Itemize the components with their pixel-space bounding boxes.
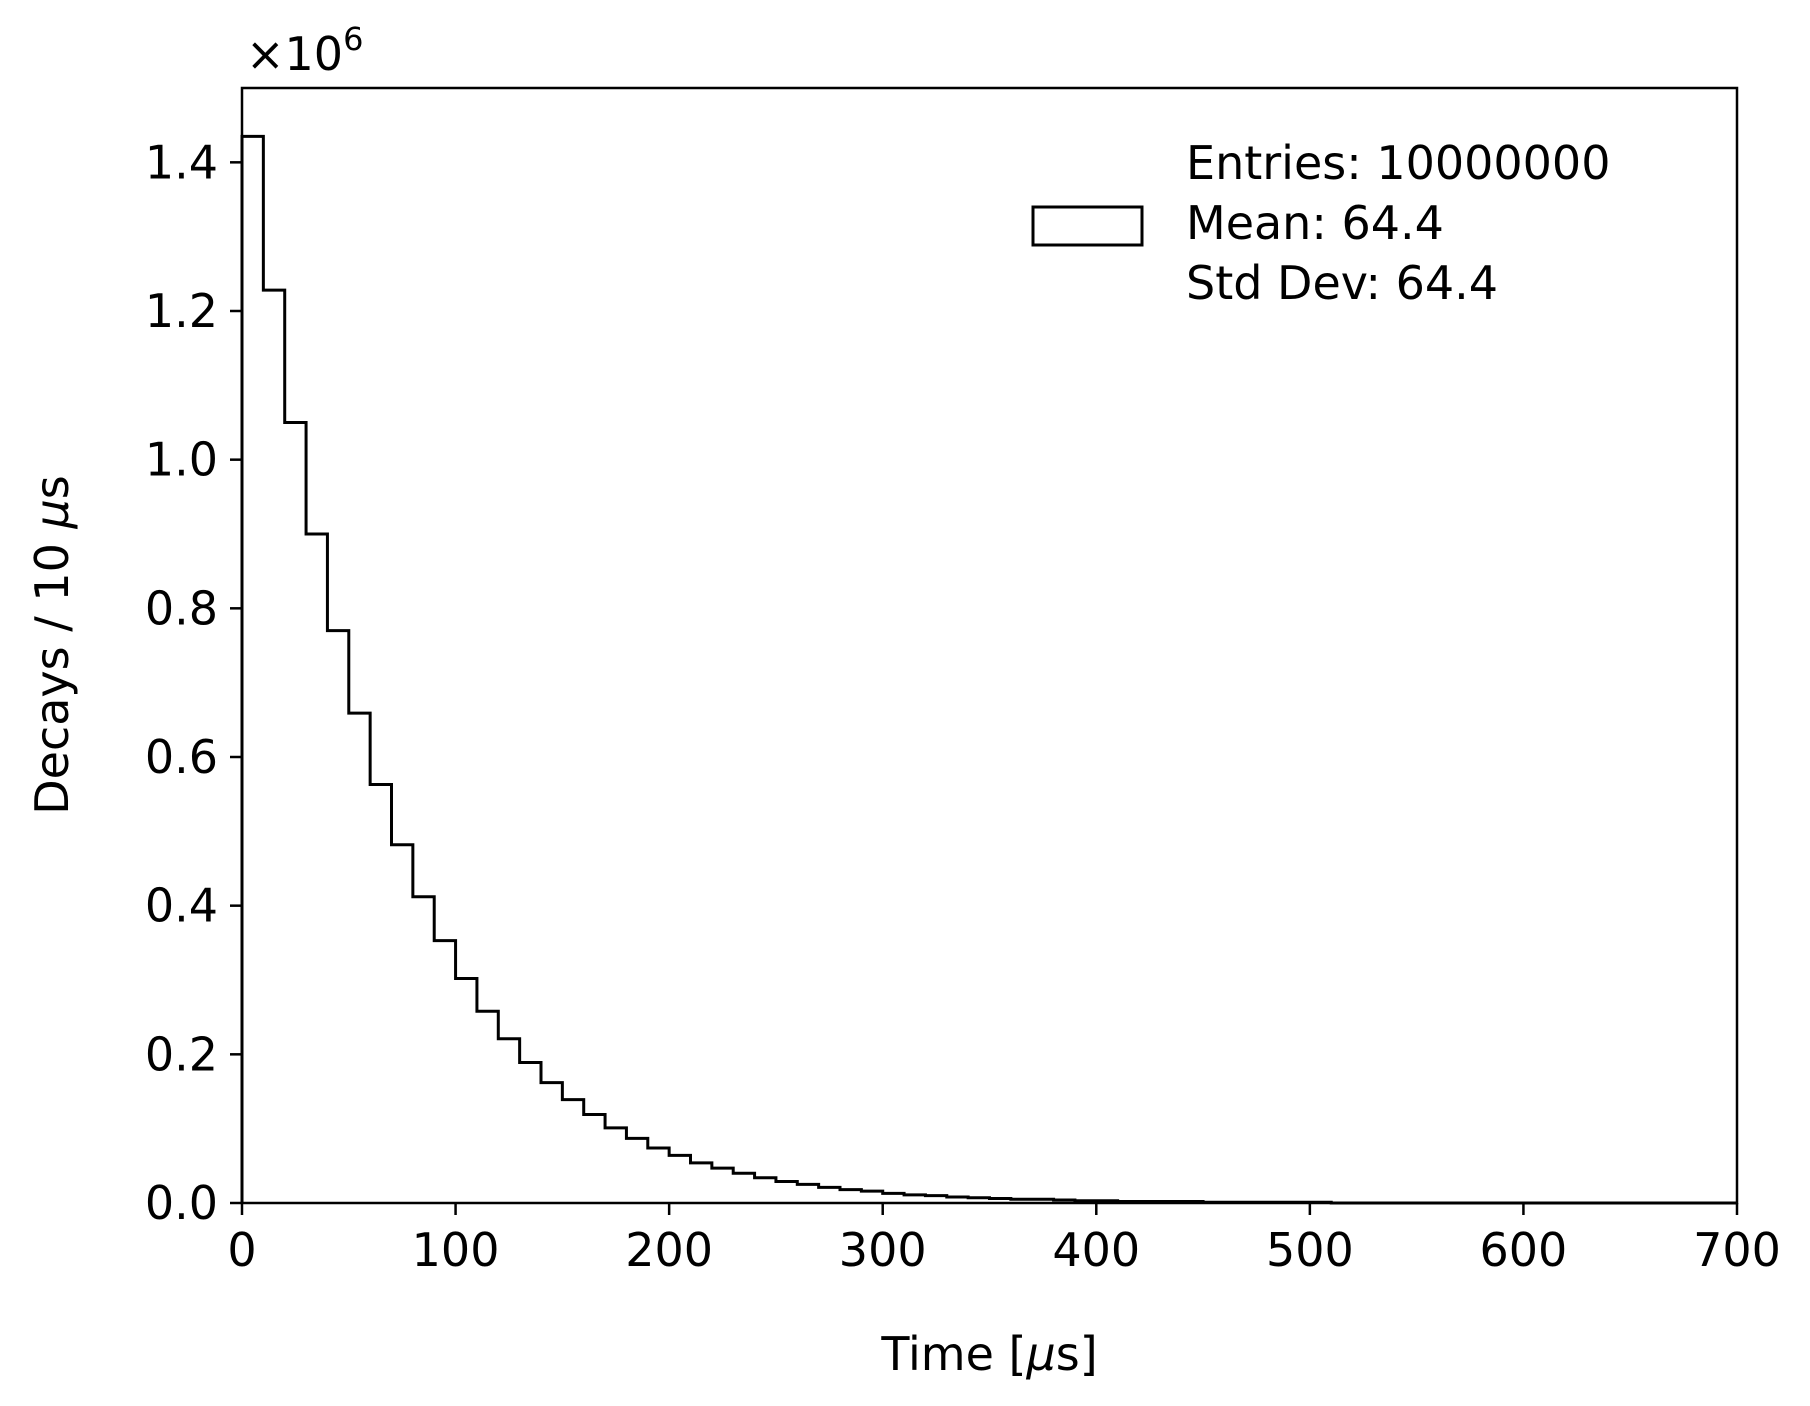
y-tick-label: 1.0 bbox=[145, 433, 218, 487]
histogram-bin bbox=[691, 1163, 712, 1203]
offset-text: ×106 bbox=[246, 20, 363, 81]
histogram-bin bbox=[861, 1191, 882, 1203]
axes-frame bbox=[240, 86, 1739, 1205]
histogram-bin bbox=[819, 1187, 840, 1203]
histogram-bin bbox=[456, 979, 477, 1203]
y-tick-label: 0.8 bbox=[145, 581, 218, 635]
histogram-bin bbox=[755, 1178, 776, 1203]
histogram-bin bbox=[263, 290, 284, 1203]
histogram-bin bbox=[498, 1039, 519, 1203]
histogram-bin bbox=[840, 1190, 861, 1203]
histogram-bin bbox=[669, 1155, 690, 1203]
legend: Entries: 10000000 Mean: 64.4 Std Dev: 64… bbox=[1031, 136, 1610, 310]
legend-mean-label: Mean: 64.4 bbox=[1186, 196, 1444, 250]
histogram-bin bbox=[306, 534, 327, 1203]
histogram-bin bbox=[413, 897, 434, 1203]
y-axis-label: Decays / 10 μs bbox=[25, 475, 79, 815]
x-tick-label: 100 bbox=[412, 1223, 500, 1277]
x-axis-label: Time [μs] bbox=[880, 1327, 1097, 1381]
x-tick-label: 300 bbox=[839, 1223, 927, 1277]
x-ticks: 0 100 200 300 400 500 600 700 bbox=[227, 1203, 1781, 1277]
x-tick-label: 200 bbox=[625, 1223, 713, 1277]
histogram-bin bbox=[626, 1138, 647, 1203]
histogram-step-line bbox=[240, 134, 1737, 1205]
histogram-bin bbox=[327, 631, 348, 1203]
x-tick-label: 500 bbox=[1266, 1223, 1354, 1277]
y-tick-label: 0.4 bbox=[145, 879, 218, 933]
y-ticks: 0.0 0.2 0.4 0.6 0.8 1.0 1.2 1.4 bbox=[145, 135, 242, 1230]
histogram-bin bbox=[712, 1168, 733, 1203]
histogram-bin bbox=[434, 941, 455, 1203]
histogram-bin bbox=[605, 1128, 626, 1203]
histogram-bin bbox=[562, 1100, 583, 1203]
x-tick-label: 600 bbox=[1480, 1223, 1568, 1277]
histogram-bin bbox=[285, 423, 306, 1204]
x-tick-label: 0 bbox=[227, 1223, 256, 1277]
histogram-bin bbox=[242, 136, 263, 1203]
histogram-bin bbox=[392, 845, 413, 1203]
y-tick-label: 0.6 bbox=[145, 730, 218, 784]
y-tick-label: 1.2 bbox=[145, 284, 218, 338]
histogram-bin bbox=[648, 1148, 669, 1203]
histogram-bin bbox=[584, 1115, 605, 1203]
histogram-bin bbox=[520, 1063, 541, 1203]
x-tick-label: 700 bbox=[1693, 1223, 1781, 1277]
y-tick-label: 1.4 bbox=[145, 135, 218, 189]
histogram-bin bbox=[776, 1181, 797, 1203]
x-tick-label: 400 bbox=[1052, 1223, 1140, 1277]
histogram-bin bbox=[370, 785, 391, 1203]
histogram-bin bbox=[477, 1011, 498, 1203]
legend-std-label: Std Dev: 64.4 bbox=[1186, 256, 1498, 310]
histogram-bin bbox=[733, 1173, 754, 1203]
histogram-bin bbox=[541, 1083, 562, 1203]
y-tick-label: 0.0 bbox=[145, 1176, 218, 1230]
legend-handle bbox=[1031, 205, 1144, 247]
y-tick-label: 0.2 bbox=[145, 1027, 218, 1081]
legend-entries-label: Entries: 10000000 bbox=[1186, 136, 1610, 190]
histogram-bins bbox=[242, 136, 1331, 1203]
histogram-bin bbox=[349, 713, 370, 1203]
histogram-bin bbox=[797, 1184, 818, 1203]
